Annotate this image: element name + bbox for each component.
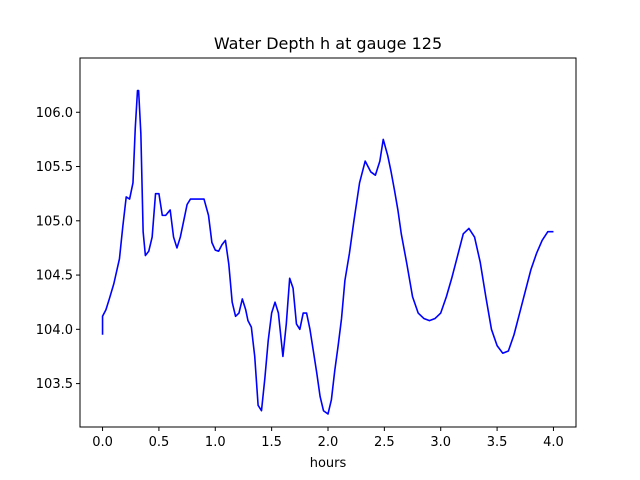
x-tick-label: 2.0 <box>318 435 339 450</box>
x-tick-label: 0.0 <box>92 435 113 450</box>
x-tick-label: 4.0 <box>543 435 564 450</box>
y-tick-label: 105.5 <box>36 160 73 175</box>
x-tick-label: 3.5 <box>487 435 508 450</box>
plot-frame <box>79 57 577 428</box>
x-tick-label: 2.5 <box>374 435 395 450</box>
plot-area <box>79 57 577 428</box>
x-tick-label: 1.5 <box>261 435 282 450</box>
chart-title: Water Depth h at gauge 125 <box>214 34 442 53</box>
y-tick-label: 106.0 <box>36 106 73 121</box>
x-tick-label: 3.0 <box>430 435 451 450</box>
x-tick-label: 1.0 <box>205 435 226 450</box>
x-tick-label: 0.5 <box>149 435 170 450</box>
y-tick-label: 105.0 <box>36 214 73 229</box>
y-tick-label: 103.5 <box>36 377 73 392</box>
y-tick-label: 104.5 <box>36 269 73 284</box>
y-tick-label: 104.0 <box>36 323 73 338</box>
y-axis: 103.5 104.0 104.5 105.0 105.5 106.0 <box>36 106 80 392</box>
x-axis-label: hours <box>310 456 347 471</box>
series-line-0 <box>101 89 554 415</box>
x-axis: 0.0 0.5 1.0 1.5 2.0 2.5 3.0 3.5 4.0 <box>92 427 564 450</box>
